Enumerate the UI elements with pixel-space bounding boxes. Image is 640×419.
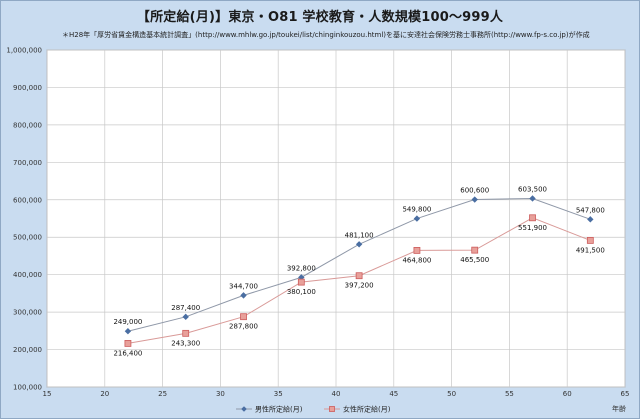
y-tick-label: 900,000 xyxy=(13,84,42,92)
legend-male-label: 男性所定給(月) xyxy=(255,405,303,414)
x-axis-ticks: 15 20 25 30 35 40 45 50 55 60 65 xyxy=(43,390,630,398)
female-data-point xyxy=(471,246,479,254)
y-axis-ticks: 100,000 200,000 300,000 400,000 500,000 600,0… xyxy=(6,47,42,392)
female-data-label: 551,900 xyxy=(518,224,547,232)
y-tick-label: 800,000 xyxy=(13,121,42,129)
female-data-label: 243,300 xyxy=(171,339,200,347)
female-data-point xyxy=(182,329,190,337)
male-data-label: 287,400 xyxy=(171,304,200,312)
y-tick-label: 100,000 xyxy=(13,384,42,392)
x-tick-label: 30 xyxy=(216,390,225,398)
y-tick-label: 300,000 xyxy=(13,309,42,317)
male-data-point xyxy=(182,313,189,321)
gridlines xyxy=(46,49,626,388)
female-data-label: 216,400 xyxy=(113,349,142,357)
male-data-point xyxy=(471,196,478,203)
y-tick-label: 400,000 xyxy=(13,271,42,279)
female-data-point xyxy=(355,272,363,280)
y-tick-label: 1,000,000 xyxy=(6,47,42,55)
male-data-point xyxy=(240,292,247,299)
female-data-label: 397,200 xyxy=(345,282,374,290)
x-tick-label: 40 xyxy=(332,390,341,398)
male-data-label: 549,800 xyxy=(402,206,431,214)
male-data-label: 603,500 xyxy=(518,185,547,193)
y-tick-label: 200,000 xyxy=(13,346,42,354)
x-tick-label: 50 xyxy=(447,390,456,398)
female-data-label: 380,100 xyxy=(287,288,316,296)
x-tick-label: 55 xyxy=(505,390,514,398)
chart-source-note: ＊H28年「厚労省賃金構造基本統計調査」(http://www.mhlw.go.… xyxy=(62,31,590,39)
female-data-label: 287,800 xyxy=(229,323,258,331)
female-data-label: 491,500 xyxy=(576,246,605,254)
female-data-point xyxy=(529,214,536,222)
male-data-point xyxy=(529,195,536,202)
female-data-point xyxy=(586,237,594,244)
y-tick-label: 600,000 xyxy=(13,196,42,204)
y-tick-label: 700,000 xyxy=(13,159,42,167)
male-data-label: 249,000 xyxy=(113,318,142,326)
x-axis-label: 年齢 xyxy=(612,404,626,413)
male-data-label: 344,700 xyxy=(229,282,258,290)
female-data-point xyxy=(240,313,247,321)
female-data-point xyxy=(413,247,421,254)
male-data-point xyxy=(124,328,132,335)
y-tick-label: 500,000 xyxy=(13,234,42,242)
male-data-label: 547,800 xyxy=(576,206,605,214)
x-tick-label: 25 xyxy=(158,390,167,398)
male-data-label: 600,600 xyxy=(460,187,489,195)
chart-title: 【所定給(月)】東京・O81 学校教育・人数規模100～999人 xyxy=(136,10,504,25)
x-tick-label: 60 xyxy=(563,390,572,398)
x-tick-label: 45 xyxy=(389,390,398,398)
data-series: 249,000 287,400 344,700 392,800 481,100 549,8… xyxy=(113,185,604,357)
x-tick-label: 20 xyxy=(100,390,109,398)
male-data-point xyxy=(355,241,363,248)
legend-female-label: 女性所定給(月) xyxy=(343,405,391,414)
male-data-label: 392,800 xyxy=(287,264,316,272)
x-tick-label: 65 xyxy=(621,390,630,398)
x-tick-label: 35 xyxy=(274,390,283,398)
x-tick-label: 15 xyxy=(43,390,52,398)
female-data-label: 464,800 xyxy=(402,256,431,264)
female-data-point xyxy=(297,278,305,286)
legend: 男性所定給(月) 女性所定給(月) xyxy=(236,405,391,414)
female-data-label: 465,500 xyxy=(460,256,489,264)
female-data-point xyxy=(124,340,132,347)
male-data-point xyxy=(413,215,421,222)
male-data-label: 481,100 xyxy=(345,231,374,239)
male-data-point xyxy=(587,216,594,223)
legend-male-marker xyxy=(241,406,247,412)
legend-female-marker xyxy=(329,406,335,412)
